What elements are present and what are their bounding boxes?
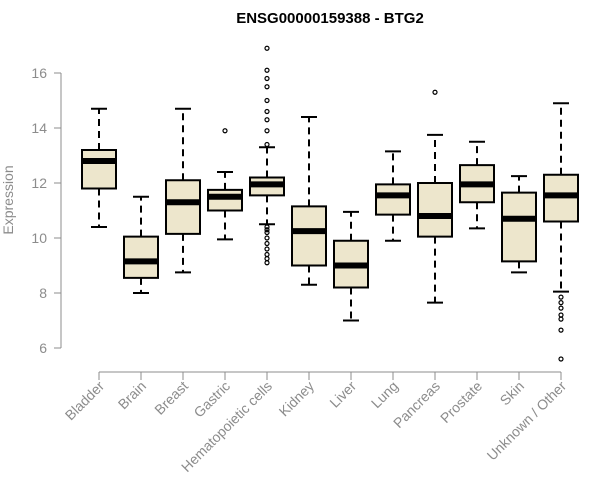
box-iqr (123, 235, 159, 279)
outlier-point (264, 240, 270, 247)
box-10 (501, 175, 537, 274)
outlier-point (558, 327, 564, 333)
x-tick-label: Unknown / Other (484, 378, 570, 464)
x-tick-label: Kidney (276, 378, 318, 420)
outlier-point (264, 141, 270, 148)
outlier-point (264, 67, 270, 73)
box-7 (375, 150, 411, 242)
outlier-point (558, 312, 564, 318)
outlier-point (558, 300, 564, 306)
outlier-point (558, 305, 564, 311)
y-axis-label: Expression (0, 165, 16, 234)
outlier-point (264, 260, 270, 266)
chart-title: ENSG00000159388 - BTG2 (236, 10, 424, 27)
y-tick-label: 14 (31, 120, 47, 136)
y-axis: 6 8 10 12 14 16 (31, 65, 62, 356)
outlier-point (264, 128, 270, 134)
y-tick-label: 8 (39, 285, 47, 301)
x-tick-label: Lung (368, 378, 401, 411)
x-tick-label: Prostate (437, 378, 485, 426)
outlier-point (264, 229, 270, 236)
outlier-point (264, 251, 270, 258)
box-5 (291, 116, 327, 286)
box-0 (81, 107, 117, 228)
outlier-point (264, 84, 270, 90)
x-tick-label: Breast (151, 378, 191, 418)
outlier-point (264, 108, 270, 115)
x-tick-label: Liver (326, 378, 359, 411)
box-2 (165, 107, 201, 274)
box-1 (123, 195, 159, 294)
box-group (81, 45, 579, 362)
outlier-point (264, 117, 270, 123)
outlier-point (264, 45, 270, 51)
outlier-point (432, 89, 438, 95)
x-tick-label: Brain (115, 378, 149, 412)
box-iqr (165, 179, 201, 235)
box-iqr (291, 205, 327, 267)
outlier-point (264, 246, 270, 252)
y-tick-label: 12 (31, 175, 47, 191)
outlier-point (264, 97, 270, 104)
x-tick-label: Pancreas (390, 378, 443, 431)
outlier-point (558, 316, 564, 322)
box-3 (207, 128, 243, 241)
outlier-point (558, 356, 564, 362)
outlier-point (264, 75, 270, 82)
x-tick-label: Bladder (62, 378, 108, 424)
box-iqr (81, 149, 117, 190)
box-iqr (375, 183, 411, 216)
x-tick-label: Skin (497, 378, 528, 409)
box-8 (417, 89, 453, 304)
box-4 (249, 45, 285, 266)
outlier-point (264, 224, 270, 230)
outlier-point (558, 294, 564, 300)
y-tick-label: 6 (39, 340, 47, 356)
box-iqr (207, 188, 243, 212)
y-tick-label: 16 (31, 65, 47, 81)
y-tick-label: 10 (31, 230, 47, 246)
box-11 (543, 102, 579, 362)
outlier-point (264, 227, 270, 233)
outlier-point (264, 235, 270, 241)
box-6 (333, 210, 369, 322)
box-iqr (501, 191, 537, 263)
outlier-point (222, 128, 228, 134)
box-9 (459, 140, 495, 230)
outlier-point (264, 256, 270, 262)
box-iqr (417, 182, 453, 238)
